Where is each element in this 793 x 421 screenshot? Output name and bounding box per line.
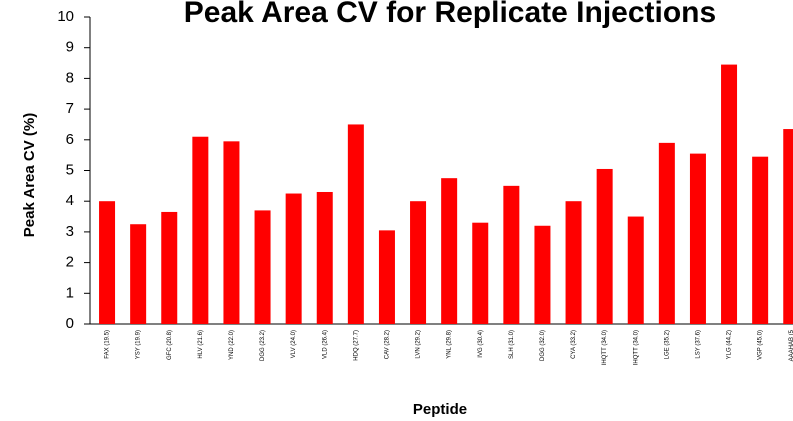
- x-tick-label: AAAHAB (5: [789, 329, 793, 361]
- y-tick-label: 3: [66, 223, 74, 240]
- y-tick-label: 8: [66, 69, 74, 86]
- x-tick-label: DGG (23.2): [260, 330, 266, 361]
- x-tick-label: CAV (28.2): [385, 330, 391, 359]
- y-tick-label: 10: [57, 8, 74, 25]
- bar: [192, 136, 209, 324]
- y-tick-label: 5: [66, 161, 74, 178]
- bar: [658, 142, 675, 324]
- bar: [441, 178, 458, 324]
- bar: [565, 201, 582, 324]
- x-tick-label: LGE (35.2): [664, 330, 670, 359]
- x-tick-label: SLH (31.0): [509, 330, 515, 359]
- bar: [316, 191, 333, 324]
- x-tick-label: LVN (29.2): [416, 330, 422, 359]
- x-tick-label: IHQTT (34.0): [633, 330, 639, 365]
- x-tick-label: IHQTT (34.0): [602, 330, 608, 365]
- bar: [689, 153, 706, 324]
- bar: [783, 129, 793, 324]
- x-tick-label: YSY (19.9): [136, 330, 142, 359]
- y-tick-label: 9: [66, 39, 74, 56]
- bar: [130, 224, 147, 324]
- bar: [721, 64, 738, 325]
- bar: [534, 225, 551, 324]
- bar: [378, 230, 395, 324]
- bar: [347, 124, 364, 324]
- x-tick-label: LSY (37.6): [696, 330, 702, 359]
- bar: [596, 168, 613, 324]
- bar: [99, 201, 116, 324]
- bar: [254, 210, 271, 324]
- y-axis-label: Peak Area CV (%): [21, 113, 38, 238]
- x-tick-label: HLV (21.6): [198, 330, 204, 359]
- x-tick-label: VLD (26.4): [322, 330, 328, 359]
- y-tick-label: 7: [66, 100, 74, 117]
- x-tick-label: YNL (29.8): [447, 330, 453, 359]
- y-tick-label: 2: [66, 254, 74, 271]
- x-tick-label: YLG (44.2): [727, 330, 733, 359]
- bar: [285, 193, 302, 324]
- x-tick-label: GFC (20.8): [167, 330, 173, 360]
- bar: [752, 156, 769, 324]
- bar: [472, 222, 489, 324]
- x-tick-label: YND (22.0): [229, 330, 235, 360]
- y-tick-label: 1: [66, 284, 74, 301]
- x-tick-label: VGP (45.0): [758, 330, 764, 360]
- y-tick-label: 6: [66, 131, 74, 148]
- x-tick-label: VLV (24.0): [291, 330, 297, 358]
- bar: [627, 216, 644, 324]
- y-tick-label: 0: [66, 315, 74, 332]
- x-tick-label: HDQ (27.7): [353, 330, 359, 361]
- bar: [223, 141, 240, 324]
- y-tick-label: 4: [66, 192, 74, 209]
- bar: [161, 211, 178, 324]
- x-axis-label: Peptide: [413, 401, 467, 418]
- chart-title: Peak Area CV for Replicate Injections: [184, 0, 716, 29]
- x-tick-label: DGG (32.0): [540, 330, 546, 361]
- x-tick-label: FAX (19.5): [105, 330, 111, 359]
- x-tick-label: CYA (33.2): [571, 330, 577, 359]
- x-tick-label: IVG (30.4): [478, 330, 484, 358]
- bar: [410, 201, 427, 324]
- bar: [503, 185, 520, 324]
